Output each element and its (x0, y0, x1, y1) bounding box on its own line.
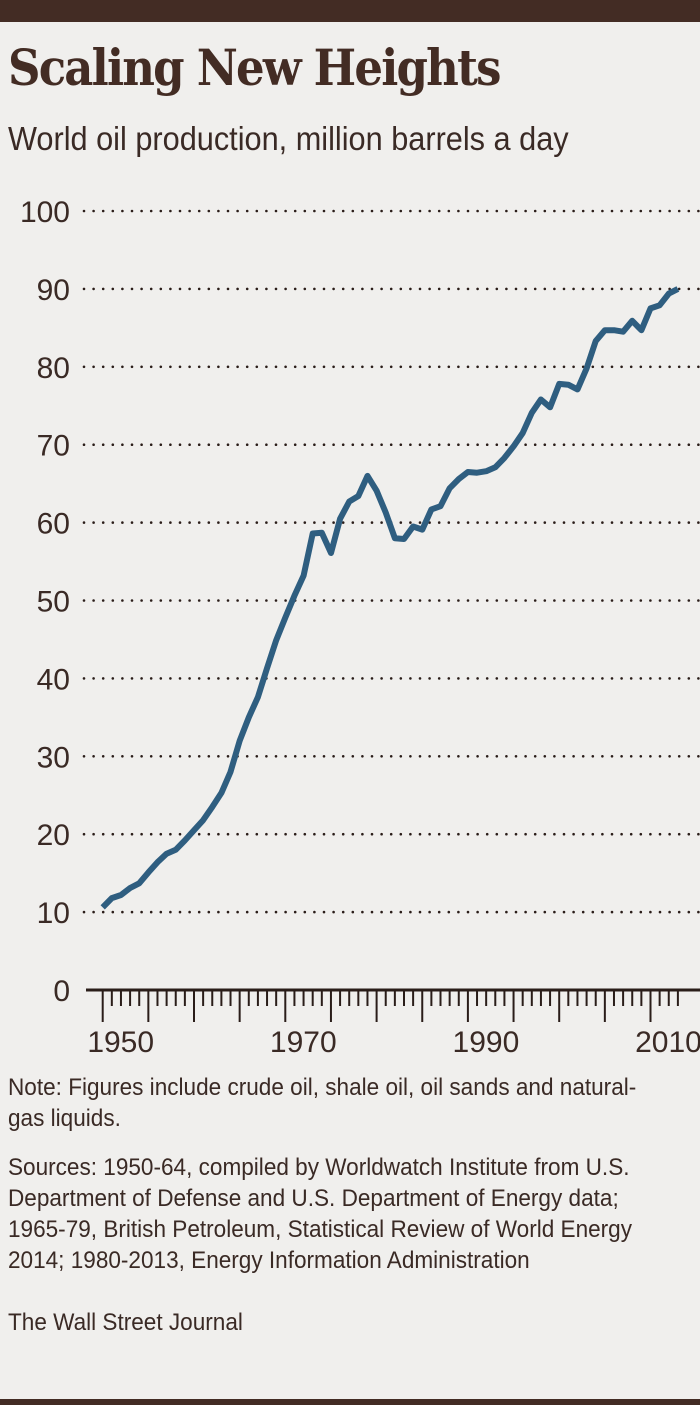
y-tick-label: 10 (37, 897, 70, 930)
y-tick-label: 50 (37, 586, 70, 619)
y-tick-label: 100 (20, 196, 70, 229)
line-chart: 0 10 20 30 40 50 60 70 80 90 100 1950 1970 1990 2010 (20, 196, 700, 1059)
series (100, 286, 680, 910)
x-axis (86, 988, 700, 1022)
chart-title: Scaling New Heights (8, 38, 501, 97)
y-tick-label: 20 (37, 819, 70, 852)
y-tick-label: 80 (37, 352, 70, 385)
y-tick-labels: 0 10 20 30 40 50 60 70 80 90 100 (20, 196, 70, 1008)
note-text: Note: Figures include crude oil, shale o… (8, 1074, 637, 1132)
x-tick-label: 2010 (635, 1026, 700, 1059)
top-rule (0, 0, 700, 22)
credit-text: The Wall Street Journal (8, 1309, 243, 1336)
bottom-rule (0, 1399, 700, 1405)
x-tick-label: 1970 (270, 1026, 337, 1059)
gridlines (82, 209, 700, 914)
y-tick-label: 30 (37, 741, 70, 774)
y-tick-label: 40 (37, 663, 70, 696)
x-tick-labels: 1950 1970 1990 2010 (87, 1026, 700, 1059)
oil-production-line (100, 286, 680, 910)
y-tick-label: 60 (37, 508, 70, 541)
y-tick-label: 70 (37, 430, 70, 463)
chart-subtitle: World oil production, million barrels a … (8, 120, 569, 157)
x-tick-label: 1990 (453, 1026, 520, 1059)
y-tick-label: 90 (37, 274, 70, 307)
y-tick-label: 0 (53, 975, 70, 1008)
x-tick-label: 1950 (87, 1026, 154, 1059)
sources-text: Sources: 1950-64, compiled by Worldwatch… (8, 1154, 633, 1274)
